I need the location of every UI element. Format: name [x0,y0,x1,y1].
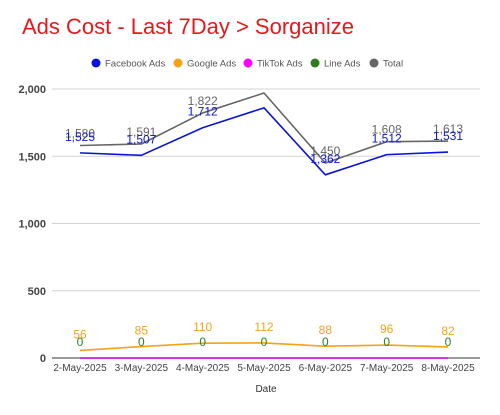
data-label: 1,822 [188,94,218,108]
data-label: 110 [193,320,212,334]
data-label: 56 [73,327,87,341]
data-label: 1,525 [65,130,95,144]
data-label: 0 [138,335,145,349]
y-tick-label: 0 [40,353,46,365]
data-label: 1,712 [188,105,218,119]
legend-marker [243,58,253,68]
legend-marker [91,58,101,68]
y-tick-label: 500 [28,286,46,298]
data-label: 96 [380,322,394,336]
data-label: 85 [135,324,149,338]
legend-marker [173,58,183,68]
x-tick-label: 5-May-2025 [237,363,291,374]
data-label: 112 [254,320,273,334]
y-tick-label: 1,500 [18,151,46,163]
legend-marker [310,58,320,68]
data-label: 88 [319,323,333,337]
data-label: 1,362 [310,152,340,166]
data-label: 1,507 [126,132,156,146]
x-tick-label: 7-May-2025 [360,363,414,374]
data-label: 0 [199,335,206,349]
series-line [79,92,449,164]
data-label: 1,613 [433,122,463,136]
legend-label: TikTok Ads [257,59,303,70]
legend-label: Total [383,59,403,70]
data-label: 1,580 [65,126,95,140]
data-label: 0 [77,335,84,349]
data-label: 0 [322,335,329,349]
data-label: 82 [441,324,455,338]
data-label: 1,531 [433,129,463,143]
data-label: 0 [445,335,452,349]
y-tick-label: 1,000 [18,219,46,231]
x-tick-label: 8-May-2025 [421,363,475,374]
legend-marker [369,58,379,68]
data-label: 1,512 [372,132,402,146]
legend-label: Line Ads [324,59,361,70]
x-axis-title: Date [255,384,277,395]
series-line [79,342,449,352]
legend-label: Google Ads [187,59,236,70]
data-label: 1,608 [372,123,402,137]
x-tick-label: 4-May-2025 [176,363,230,374]
legend-label: Facebook Ads [105,59,165,70]
data-label: 1,591 [126,125,156,139]
series-line [79,107,449,176]
chart-title: Ads Cost - Last 7Day > Sorganize [22,14,354,39]
data-label: 1,450 [310,144,340,158]
y-tick-label: 2,000 [18,84,46,96]
data-label: 0 [261,335,268,349]
data-label: 0 [383,335,390,349]
x-tick-label: 6-May-2025 [299,363,353,374]
x-tick-label: 3-May-2025 [115,363,169,374]
x-tick-label: 2-May-2025 [53,363,107,374]
